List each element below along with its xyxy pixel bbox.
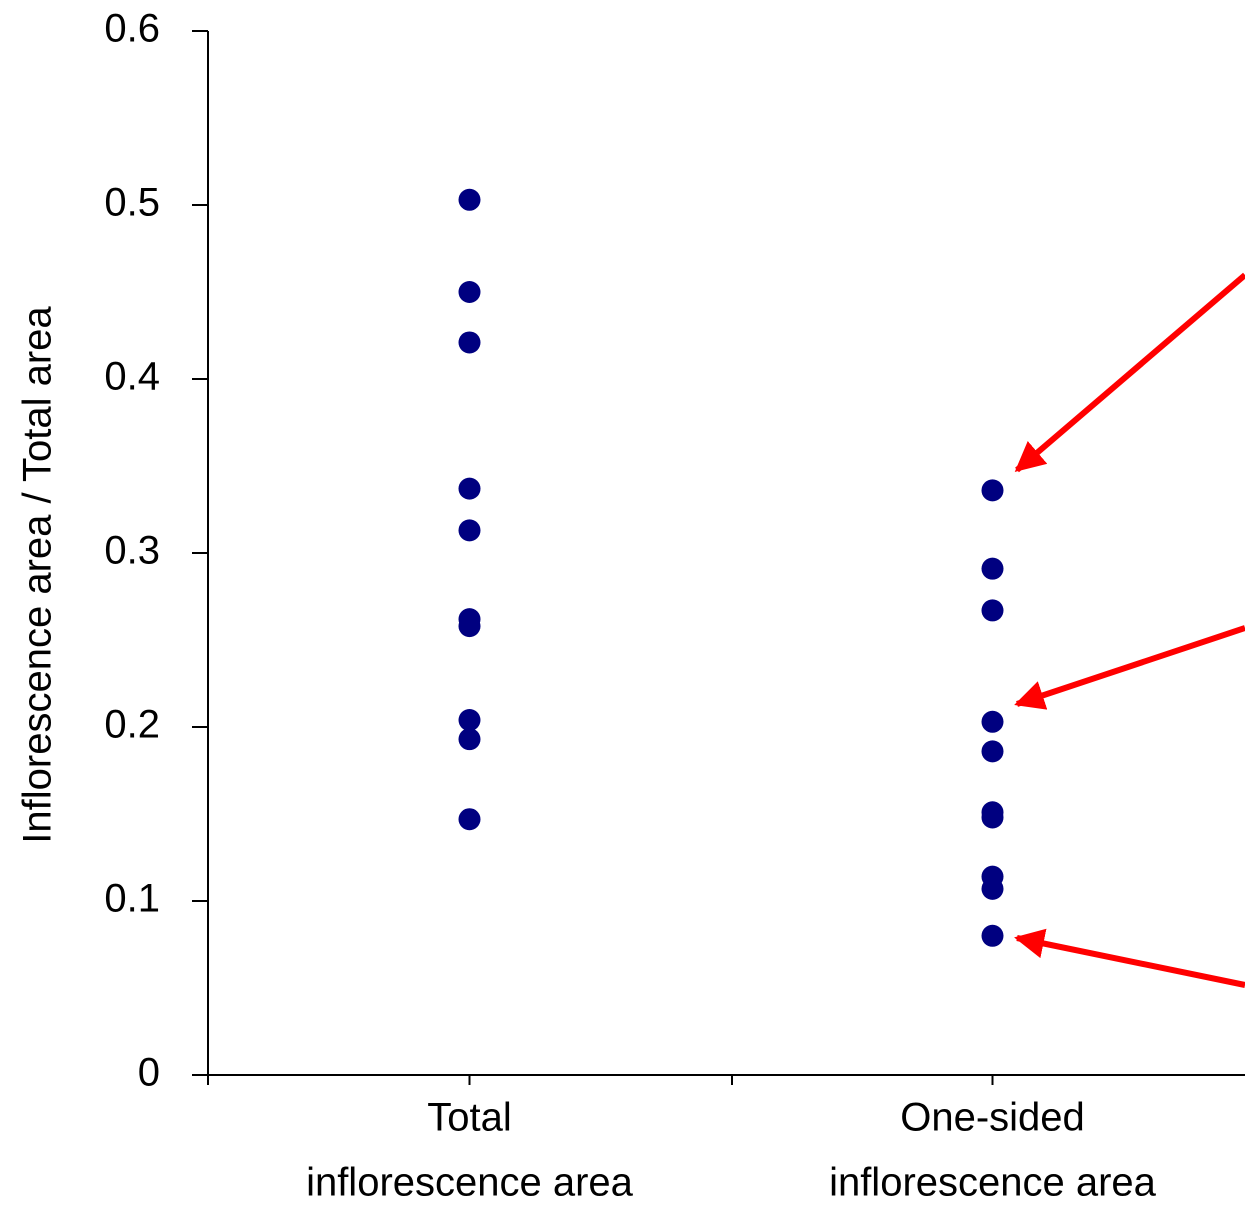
y-tick-label: 0.5 — [104, 181, 160, 225]
y-tick-label: 0.1 — [104, 877, 160, 921]
y-axis-label: Inflorescence area / Total area — [16, 306, 60, 844]
y-tick-label: 0 — [138, 1051, 160, 1095]
annotation-arrows — [1014, 272, 1245, 988]
dot — [458, 709, 481, 732]
y-tick-label: 0.6 — [104, 7, 160, 51]
arrow — [1014, 928, 1245, 988]
dot — [458, 519, 481, 542]
x-tick-label: One-sided — [900, 1096, 1085, 1140]
x-tick-label: inflorescence area — [829, 1161, 1157, 1205]
dot — [458, 188, 481, 211]
dot — [458, 808, 481, 831]
dot — [458, 281, 481, 303]
y-tick-label: 0.4 — [104, 355, 160, 399]
dot — [981, 710, 1004, 733]
arrow — [1014, 625, 1245, 710]
y-tick-label: 0.2 — [104, 703, 160, 747]
dot — [981, 599, 1004, 622]
dot — [981, 806, 1004, 829]
y-tick-label: 0.3 — [104, 529, 160, 573]
arrow — [1014, 272, 1245, 473]
dot — [981, 877, 1004, 900]
dot — [458, 477, 481, 500]
x-tick-label: inflorescence area — [306, 1161, 634, 1205]
dot — [458, 331, 481, 354]
x-tick-label: Total — [427, 1096, 512, 1140]
dot — [981, 557, 1004, 580]
dot — [458, 615, 481, 638]
dot — [458, 728, 481, 751]
dot — [981, 740, 1004, 763]
dot — [981, 479, 1004, 502]
dot — [981, 924, 1004, 947]
